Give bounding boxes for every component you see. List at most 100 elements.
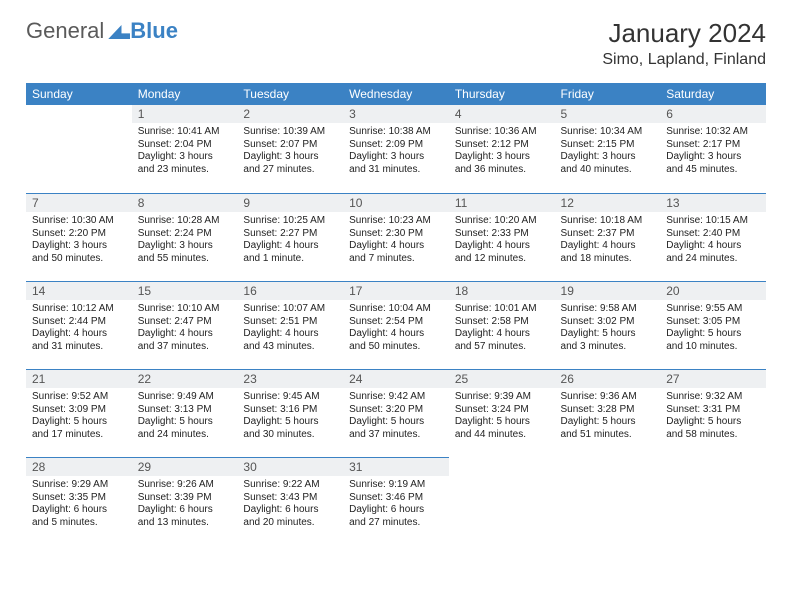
logo-word1: General — [26, 18, 104, 44]
day-sr: Sunrise: 10:23 AM — [349, 215, 443, 228]
day-sr: Sunrise: 9:42 AM — [349, 391, 443, 404]
day-sr: Sunrise: 10:30 AM — [32, 215, 126, 228]
calendar-week-row: 7Sunrise: 10:30 AMSunset: 2:20 PMDayligh… — [26, 193, 766, 281]
day-d2: and 37 minutes. — [349, 429, 443, 442]
day-d2: and 23 minutes. — [138, 164, 232, 177]
day-sr: Sunrise: 10:36 AM — [455, 126, 549, 139]
location-text: Simo, Lapland, Finland — [602, 51, 766, 69]
day-number: 22 — [132, 369, 238, 388]
calendar-cell — [555, 457, 661, 545]
day-d2: and 18 minutes. — [561, 253, 655, 266]
day-d1: Daylight: 5 hours — [455, 416, 549, 429]
day-ss: Sunset: 2:37 PM — [561, 228, 655, 241]
day-ss: Sunset: 3:05 PM — [666, 316, 760, 329]
calendar-cell: 24Sunrise: 9:42 AMSunset: 3:20 PMDayligh… — [343, 369, 449, 457]
day-d1: Daylight: 6 hours — [243, 504, 337, 517]
day-d2: and 1 minute. — [243, 253, 337, 266]
day-d1: Daylight: 5 hours — [138, 416, 232, 429]
calendar-cell: 10Sunrise: 10:23 AMSunset: 2:30 PMDaylig… — [343, 193, 449, 281]
day-number: 27 — [660, 369, 766, 388]
day-d2: and 37 minutes. — [138, 341, 232, 354]
day-d2: and 55 minutes. — [138, 253, 232, 266]
day-d2: and 40 minutes. — [561, 164, 655, 177]
day-sr: Sunrise: 10:38 AM — [349, 126, 443, 139]
day-ss: Sunset: 2:12 PM — [455, 139, 549, 152]
day-d1: Daylight: 4 hours — [666, 240, 760, 253]
day-d2: and 7 minutes. — [349, 253, 443, 266]
day-ss: Sunset: 2:17 PM — [666, 139, 760, 152]
day-number: 29 — [132, 457, 238, 476]
day-details: Sunrise: 9:36 AMSunset: 3:28 PMDaylight:… — [555, 388, 661, 447]
day-details: Sunrise: 10:34 AMSunset: 2:15 PMDaylight… — [555, 123, 661, 182]
day-sr: Sunrise: 9:29 AM — [32, 479, 126, 492]
day-d2: and 24 minutes. — [138, 429, 232, 442]
day-details: Sunrise: 10:01 AMSunset: 2:58 PMDaylight… — [449, 300, 555, 359]
day-sr: Sunrise: 9:19 AM — [349, 479, 443, 492]
day-ss: Sunset: 2:24 PM — [138, 228, 232, 241]
day-sr: Sunrise: 10:01 AM — [455, 303, 549, 316]
day-ss: Sunset: 3:28 PM — [561, 404, 655, 417]
day-d2: and 44 minutes. — [455, 429, 549, 442]
calendar-cell: 19Sunrise: 9:58 AMSunset: 3:02 PMDayligh… — [555, 281, 661, 369]
day-ss: Sunset: 2:15 PM — [561, 139, 655, 152]
day-ss: Sunset: 2:51 PM — [243, 316, 337, 329]
header-bar: General Blue January 2024 Simo, Lapland,… — [26, 18, 766, 69]
day-ss: Sunset: 2:58 PM — [455, 316, 549, 329]
day-details: Sunrise: 10:12 AMSunset: 2:44 PMDaylight… — [26, 300, 132, 359]
day-details: Sunrise: 10:04 AMSunset: 2:54 PMDaylight… — [343, 300, 449, 359]
day-sr: Sunrise: 10:39 AM — [243, 126, 337, 139]
day-number: 5 — [555, 105, 661, 123]
day-sr: Sunrise: 10:20 AM — [455, 215, 549, 228]
day-details: Sunrise: 9:39 AMSunset: 3:24 PMDaylight:… — [449, 388, 555, 447]
day-d2: and 10 minutes. — [666, 341, 760, 354]
day-d1: Daylight: 4 hours — [349, 240, 443, 253]
day-ss: Sunset: 3:09 PM — [32, 404, 126, 417]
day-number: 21 — [26, 369, 132, 388]
calendar-cell: 31Sunrise: 9:19 AMSunset: 3:46 PMDayligh… — [343, 457, 449, 545]
day-d1: Daylight: 6 hours — [32, 504, 126, 517]
day-ss: Sunset: 3:39 PM — [138, 492, 232, 505]
day-ss: Sunset: 3:16 PM — [243, 404, 337, 417]
day-ss: Sunset: 3:35 PM — [32, 492, 126, 505]
day-details: Sunrise: 10:41 AMSunset: 2:04 PMDaylight… — [132, 123, 238, 182]
calendar-cell: 2Sunrise: 10:39 AMSunset: 2:07 PMDayligh… — [237, 105, 343, 193]
weekday-header: Monday — [132, 83, 238, 105]
day-number: 3 — [343, 105, 449, 123]
day-d1: Daylight: 4 hours — [561, 240, 655, 253]
day-d1: Daylight: 3 hours — [138, 240, 232, 253]
day-d2: and 24 minutes. — [666, 253, 760, 266]
day-d2: and 51 minutes. — [561, 429, 655, 442]
day-sr: Sunrise: 9:32 AM — [666, 391, 760, 404]
calendar-cell: 20Sunrise: 9:55 AMSunset: 3:05 PMDayligh… — [660, 281, 766, 369]
day-d1: Daylight: 5 hours — [243, 416, 337, 429]
calendar-cell: 14Sunrise: 10:12 AMSunset: 2:44 PMDaylig… — [26, 281, 132, 369]
day-number: 17 — [343, 281, 449, 300]
day-details: Sunrise: 9:45 AMSunset: 3:16 PMDaylight:… — [237, 388, 343, 447]
day-d1: Daylight: 3 hours — [138, 151, 232, 164]
day-sr: Sunrise: 10:07 AM — [243, 303, 337, 316]
day-ss: Sunset: 2:09 PM — [349, 139, 443, 152]
day-number: 28 — [26, 457, 132, 476]
day-number: 25 — [449, 369, 555, 388]
day-details: Sunrise: 10:15 AMSunset: 2:40 PMDaylight… — [660, 212, 766, 271]
day-d1: Daylight: 3 hours — [561, 151, 655, 164]
day-d1: Daylight: 5 hours — [561, 416, 655, 429]
calendar-cell: 28 Sunrise: 9:29 AMSunset: 3:35 PMDayligh… — [26, 457, 132, 545]
day-d1: Daylight: 4 hours — [243, 328, 337, 341]
day-ss: Sunset: 2:07 PM — [243, 139, 337, 152]
calendar-cell: 9Sunrise: 10:25 AMSunset: 2:27 PMDayligh… — [237, 193, 343, 281]
day-sr: Sunrise: 10:32 AM — [666, 126, 760, 139]
day-sr: Sunrise: 9:45 AM — [243, 391, 337, 404]
day-number: 8 — [132, 193, 238, 212]
day-ss: Sunset: 2:44 PM — [32, 316, 126, 329]
day-d2: and 30 minutes. — [243, 429, 337, 442]
day-d2: and 13 minutes. — [138, 517, 232, 530]
day-d2: and 50 minutes. — [349, 341, 443, 354]
calendar-cell: 13Sunrise: 10:15 AMSunset: 2:40 PMDaylig… — [660, 193, 766, 281]
weekday-header-row: SundayMondayTuesdayWednesdayThursdayFrid… — [26, 83, 766, 105]
calendar-cell: 16Sunrise: 10:07 AMSunset: 2:51 PMDaylig… — [237, 281, 343, 369]
day-d2: and 3 minutes. — [561, 341, 655, 354]
calendar-cell: 12Sunrise: 10:18 AMSunset: 2:37 PMDaylig… — [555, 193, 661, 281]
day-d2: and 5 minutes. — [32, 517, 126, 530]
day-ss: Sunset: 3:24 PM — [455, 404, 549, 417]
